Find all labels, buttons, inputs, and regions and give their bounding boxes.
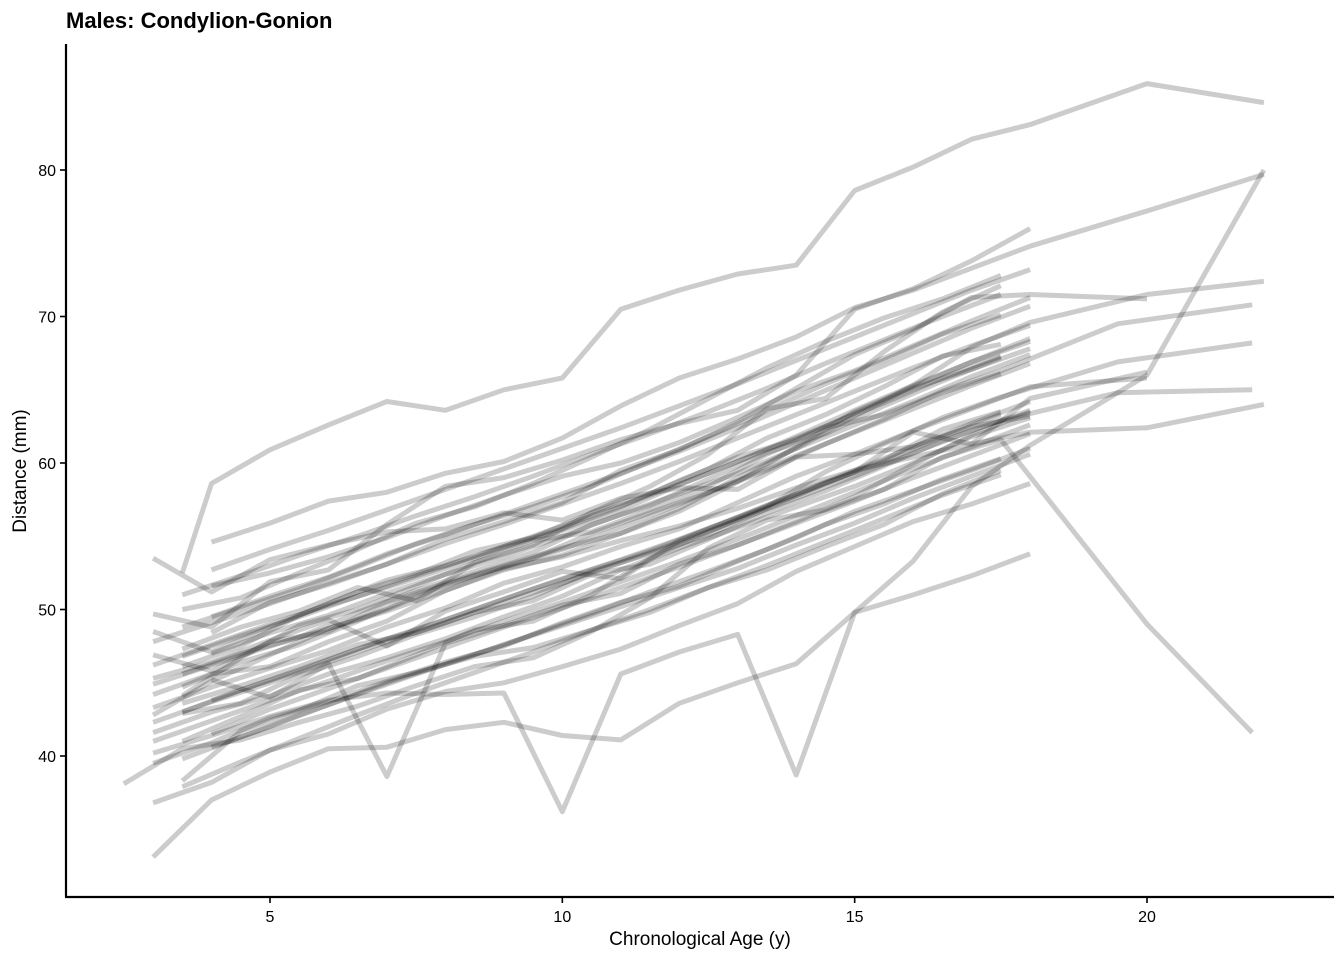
series-line-7 xyxy=(210,172,1265,545)
series-line-45 xyxy=(181,353,1002,659)
series-line-30 xyxy=(210,451,1031,750)
series-line-6 xyxy=(180,283,1002,698)
series-line-1 xyxy=(179,81,1265,574)
y-tick-label: 80 xyxy=(38,163,56,180)
series-line-9 xyxy=(181,387,1253,706)
series-line-29 xyxy=(152,375,1148,711)
x-tick-label: 5 xyxy=(266,909,275,926)
series-line-20 xyxy=(181,371,1002,652)
series-line-12 xyxy=(151,278,1265,718)
series-line-42 xyxy=(181,472,1002,790)
series-line-24 xyxy=(152,346,1031,655)
x-tick-label: 10 xyxy=(553,909,571,926)
x-axis-label: Chronological Age (y) xyxy=(609,929,791,950)
series-line-43 xyxy=(210,267,1031,573)
chart-title: Males: Condylion-Gonion xyxy=(66,8,332,33)
series-line-31 xyxy=(181,312,1002,630)
series-line-36 xyxy=(181,412,1002,715)
series-line-39 xyxy=(181,292,1002,598)
series-line-8 xyxy=(152,369,1148,681)
y-tick-label: 70 xyxy=(38,310,56,327)
series-line-18 xyxy=(181,273,1002,612)
y-axis-label: Distance (mm) xyxy=(10,409,31,533)
series-line-2 xyxy=(151,168,1267,859)
series-line-25 xyxy=(181,409,1002,716)
series-lines xyxy=(122,81,1267,859)
x-tick-label: 20 xyxy=(1138,909,1156,926)
series-line-46 xyxy=(210,431,1031,737)
series-line-27 xyxy=(152,446,1031,766)
series-line-11 xyxy=(181,340,1253,744)
series-line-28 xyxy=(181,355,1002,677)
y-tick-label: 50 xyxy=(38,603,56,620)
series-line-17 xyxy=(152,401,1265,697)
series-line-16 xyxy=(210,292,1148,636)
series-line-21 xyxy=(210,409,1032,779)
series-line-13 xyxy=(181,341,1002,669)
series-line-4 xyxy=(152,226,1032,630)
series-line-35 xyxy=(152,339,1031,668)
series-line-41 xyxy=(152,322,1031,645)
series-line-34 xyxy=(210,352,1031,656)
x-axis-ticks: 5 10 15 20 xyxy=(266,897,1156,926)
y-axis-ticks: 40 50 60 70 80 xyxy=(38,163,66,766)
series-line-22 xyxy=(152,415,1031,735)
y-tick-label: 40 xyxy=(38,749,56,766)
series-line-10 xyxy=(152,336,1032,674)
series-line-40 xyxy=(210,399,1031,703)
series-line-44 xyxy=(152,407,1031,725)
series-line-37 xyxy=(210,303,1031,620)
series-line-32 xyxy=(152,361,1031,687)
series-line-38 xyxy=(152,422,1031,744)
series-line-33 xyxy=(181,456,1002,762)
y-tick-label: 60 xyxy=(38,456,56,473)
series-line-26 xyxy=(210,295,1032,589)
series-line-23 xyxy=(181,302,1253,690)
series-line-14 xyxy=(151,413,1031,595)
series-line-19 xyxy=(152,481,1031,806)
series-line-3 xyxy=(122,437,1254,786)
x-tick-label: 15 xyxy=(846,909,864,926)
series-line-5 xyxy=(152,551,1031,815)
series-line-15 xyxy=(180,467,1002,783)
